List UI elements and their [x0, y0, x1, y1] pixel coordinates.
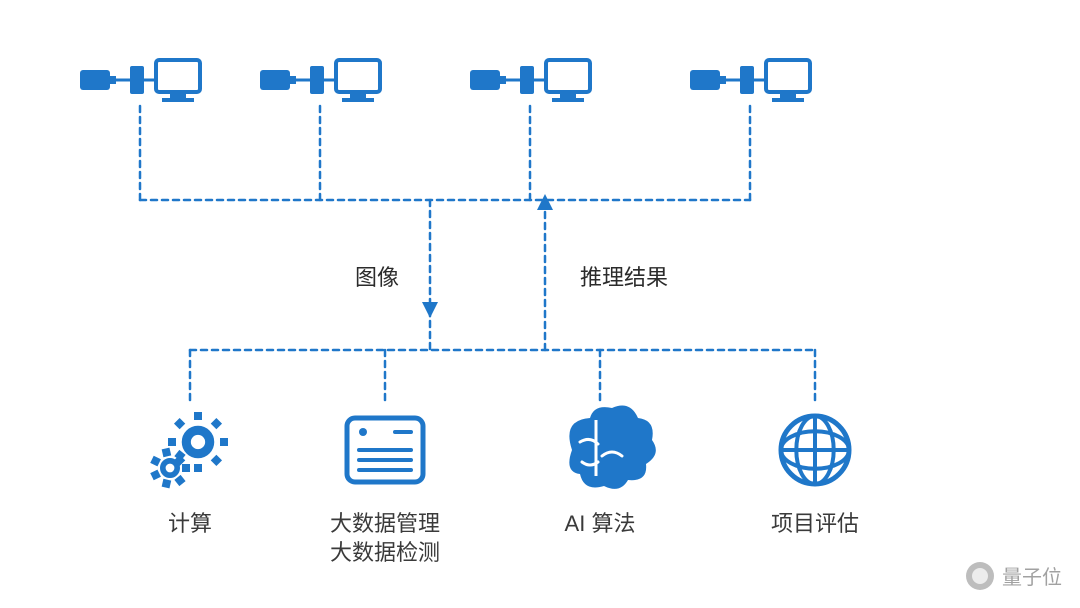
node-label-bigdata: 大数据管理 大数据检测	[305, 510, 465, 567]
flow-label-up: 推理结果	[580, 260, 668, 292]
camera-unit-icon	[260, 60, 380, 102]
camera-unit-icon	[470, 60, 590, 102]
watermark: 量子位	[966, 561, 1062, 590]
camera-unit-icon	[690, 60, 810, 102]
wechat-icon	[966, 562, 994, 590]
watermark-text: 量子位	[1002, 561, 1062, 590]
camera-unit-icon	[80, 60, 200, 102]
globe-icon	[781, 416, 849, 484]
node-label-ai: AI 算法	[520, 510, 680, 539]
brain-icon	[569, 406, 656, 489]
node-label-compute: 计算	[110, 510, 270, 539]
database-card-icon	[347, 418, 423, 482]
flow-label-down: 图像	[355, 260, 399, 292]
gears-icon	[150, 412, 228, 488]
node-label-project: 项目评估	[735, 510, 895, 539]
